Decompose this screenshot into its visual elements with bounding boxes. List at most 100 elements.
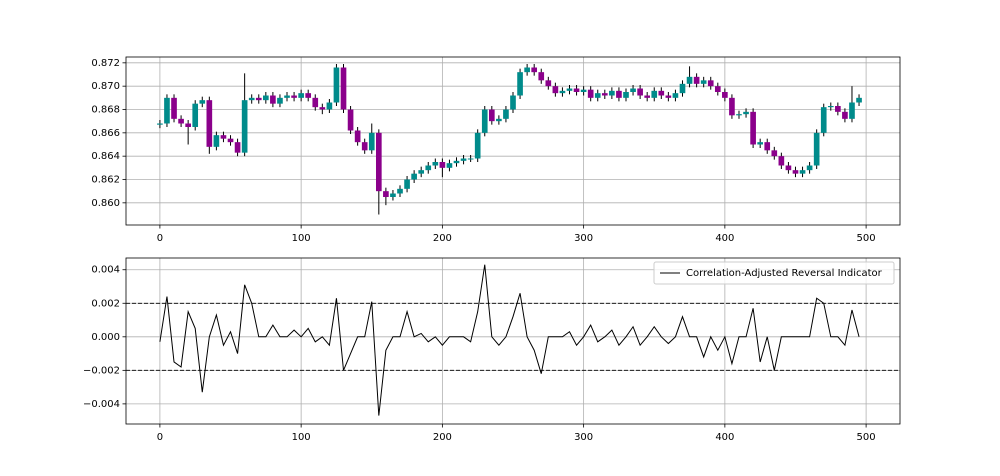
axes-frame bbox=[125, 257, 901, 425]
candle-body bbox=[185, 123, 191, 127]
candle-body bbox=[806, 165, 813, 171]
x-tick-label: 100 bbox=[292, 432, 311, 443]
candle-body bbox=[291, 95, 297, 98]
candle-body bbox=[799, 170, 806, 174]
axes: 0 100 200 300 400 500 0.860 0.862 0.864 0.866 0.86… bbox=[91, 57, 900, 244]
y-tick-label: 0.866 bbox=[91, 128, 120, 139]
candle-body bbox=[157, 123, 163, 125]
y-tick-label: 0.860 bbox=[91, 198, 120, 209]
candle-body bbox=[390, 193, 396, 197]
candle-body bbox=[545, 80, 552, 87]
y-tick-label: 0.862 bbox=[91, 175, 120, 186]
candle-body bbox=[820, 107, 827, 133]
candle-body bbox=[164, 97, 170, 124]
x-tick-label: 0 bbox=[157, 432, 163, 443]
candle-body bbox=[616, 90, 622, 98]
candle-body bbox=[707, 80, 714, 87]
candle-body bbox=[658, 90, 665, 96]
candle-body bbox=[192, 103, 199, 127]
candle-body bbox=[679, 83, 686, 94]
candle-body bbox=[333, 67, 340, 103]
candle-body bbox=[298, 93, 304, 98]
candle-body bbox=[411, 173, 417, 180]
candle-body bbox=[580, 89, 587, 92]
candle-body bbox=[171, 97, 177, 119]
candle-body bbox=[856, 97, 862, 103]
candle-body bbox=[849, 102, 855, 119]
y-tick-label: 0.872 bbox=[91, 58, 120, 69]
candle-body bbox=[665, 95, 672, 98]
y-tick-label: 0.870 bbox=[91, 81, 120, 92]
y-tick-label: −0.002 bbox=[83, 365, 120, 376]
x-tick-label: 200 bbox=[433, 233, 452, 244]
candle-body bbox=[206, 100, 213, 147]
candle-body bbox=[524, 67, 530, 73]
candle-body bbox=[354, 130, 361, 143]
candle-body bbox=[305, 93, 312, 98]
candle-body bbox=[609, 90, 615, 96]
candle-body bbox=[700, 80, 707, 84]
candle-body bbox=[764, 142, 771, 151]
legend-label: Correlation-Adjusted Reversal Indicator bbox=[686, 268, 883, 279]
y-tick-label: −0.004 bbox=[83, 399, 120, 410]
candle-body bbox=[270, 95, 276, 104]
candle-body bbox=[722, 92, 728, 98]
candle-body bbox=[594, 93, 601, 98]
candle-body bbox=[573, 88, 580, 92]
candle-body bbox=[496, 118, 502, 122]
candle-body bbox=[263, 95, 269, 101]
x-tick-label: 0 bbox=[157, 233, 163, 244]
axes-frame bbox=[125, 56, 901, 226]
candle-body bbox=[842, 111, 848, 119]
candle-body bbox=[481, 109, 488, 133]
candle-body bbox=[714, 86, 721, 92]
candle-body bbox=[439, 162, 446, 168]
candle-body bbox=[277, 97, 283, 104]
candle-body bbox=[488, 109, 495, 122]
legend: Correlation-Adjusted Reversal Indicator bbox=[653, 261, 895, 285]
candle-body bbox=[446, 163, 453, 168]
candle-body bbox=[312, 97, 319, 108]
candle-body bbox=[199, 100, 206, 104]
candle-body bbox=[220, 135, 227, 139]
candle-body bbox=[729, 97, 735, 116]
candle-body bbox=[227, 138, 234, 143]
candle-body bbox=[213, 135, 220, 147]
candle-body bbox=[326, 102, 333, 110]
x-tick-label: 500 bbox=[857, 432, 876, 443]
candle-body bbox=[785, 165, 792, 171]
candle-body bbox=[255, 97, 262, 101]
candle-body bbox=[474, 132, 481, 159]
candle-body bbox=[637, 88, 643, 96]
x-tick-label: 300 bbox=[574, 432, 593, 443]
candle-body bbox=[319, 107, 326, 110]
candle-body bbox=[517, 72, 523, 96]
candle-body bbox=[383, 191, 389, 197]
candle-body bbox=[552, 86, 559, 94]
x-tick-label: 300 bbox=[574, 233, 593, 244]
candle-body bbox=[771, 150, 778, 157]
candle-body bbox=[686, 76, 693, 84]
candle-body bbox=[284, 95, 290, 98]
y-tick-label: 0.000 bbox=[91, 332, 120, 343]
candle-body bbox=[418, 170, 425, 174]
candle-body bbox=[397, 188, 403, 194]
candle-body bbox=[538, 72, 545, 81]
candle-body bbox=[559, 90, 566, 94]
candle-body bbox=[835, 106, 841, 112]
x-tick-label: 400 bbox=[715, 432, 734, 443]
candle-body bbox=[827, 106, 834, 108]
candle-body bbox=[432, 162, 439, 166]
candle-body bbox=[630, 88, 636, 92]
candle-body bbox=[178, 118, 184, 124]
candle-body bbox=[623, 92, 629, 98]
candle-body bbox=[778, 156, 785, 166]
legend-box bbox=[653, 261, 895, 285]
candle-body bbox=[757, 142, 763, 145]
candle-body bbox=[375, 132, 382, 192]
candle-body bbox=[531, 67, 538, 73]
y-tick-label: 0.002 bbox=[91, 298, 120, 309]
candle-body bbox=[587, 89, 594, 98]
candle-body bbox=[347, 109, 354, 131]
